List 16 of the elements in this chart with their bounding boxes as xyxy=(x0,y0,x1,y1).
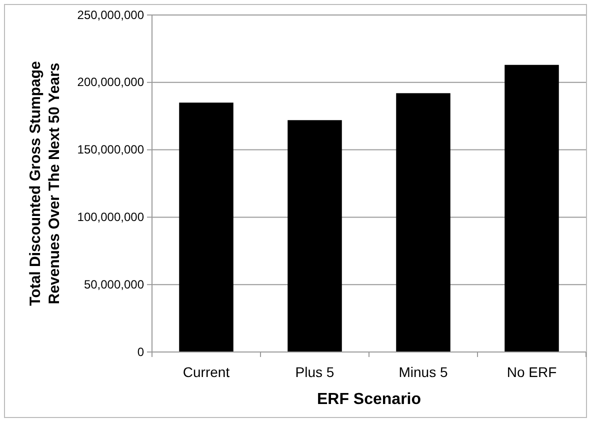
y-tick-label: 200,000,000 xyxy=(77,75,144,90)
y-tick-label: 100,000,000 xyxy=(77,210,144,224)
y-tick-label: 0 xyxy=(137,344,144,359)
bar xyxy=(396,93,450,352)
y-axis-title: Total Discounted Gross Stumpage Revenues Over The Next 50 Years xyxy=(27,61,63,306)
x-tick-label: Current xyxy=(182,364,230,380)
x-axis-title: ERF Scenario xyxy=(316,391,422,408)
x-tick-label: Minus 5 xyxy=(398,364,448,380)
x-tick-label: No ERF xyxy=(506,364,557,380)
bar xyxy=(288,120,342,352)
y-tick-label: 50,000,000 xyxy=(84,277,144,292)
y-tick-label: 250,000,000 xyxy=(77,8,144,22)
x-tick-label: Plus 5 xyxy=(295,364,334,380)
bar xyxy=(504,64,559,352)
y-tick-label: 150,000,000 xyxy=(77,142,144,157)
bar xyxy=(179,102,234,352)
